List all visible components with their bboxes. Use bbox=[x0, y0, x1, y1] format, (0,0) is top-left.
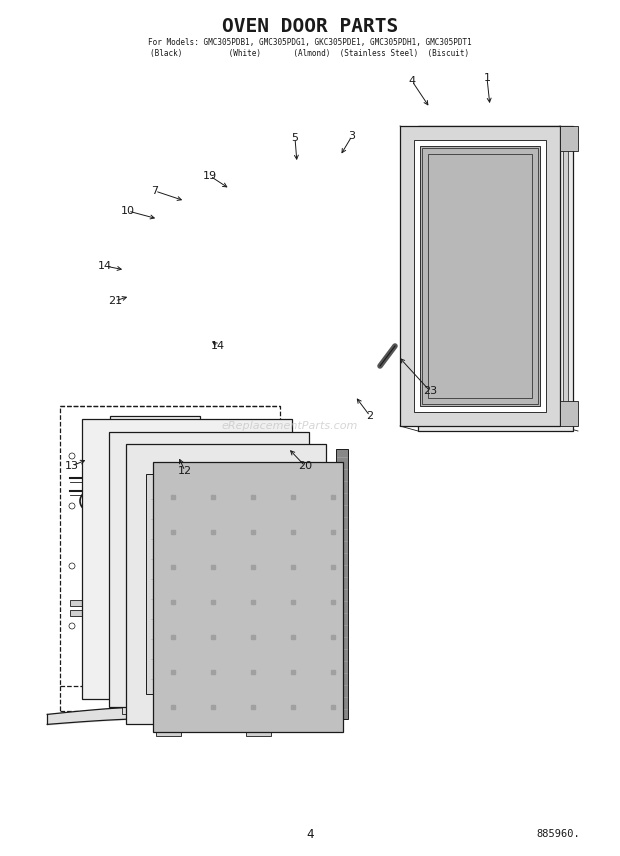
Polygon shape bbox=[202, 698, 222, 714]
Text: For Models: GMC305PDB1, GMC305PDG1, GKC305PDE1, GMC305PDH1, GMC305PDT1: For Models: GMC305PDB1, GMC305PDG1, GKC3… bbox=[148, 38, 472, 46]
Text: 12: 12 bbox=[178, 466, 192, 476]
Circle shape bbox=[69, 563, 75, 569]
Polygon shape bbox=[146, 474, 306, 694]
Polygon shape bbox=[154, 706, 179, 720]
Bar bbox=[414, 140, 546, 412]
Text: 20: 20 bbox=[298, 461, 312, 471]
Polygon shape bbox=[234, 706, 259, 720]
Polygon shape bbox=[82, 419, 292, 698]
Text: 19: 19 bbox=[203, 171, 217, 181]
Text: 885960.: 885960. bbox=[536, 829, 580, 839]
Text: 14: 14 bbox=[98, 261, 112, 271]
Circle shape bbox=[69, 503, 75, 509]
Text: 3: 3 bbox=[348, 131, 355, 141]
Bar bbox=[560, 401, 578, 426]
Circle shape bbox=[69, 623, 75, 629]
Text: 4: 4 bbox=[409, 76, 415, 86]
Polygon shape bbox=[109, 431, 309, 706]
Bar bbox=[428, 154, 532, 398]
Circle shape bbox=[69, 453, 75, 459]
Polygon shape bbox=[110, 416, 200, 671]
Bar bbox=[420, 146, 540, 406]
Text: (Black)          (White)       (Almond)  (Stainless Steel)  (Biscuit): (Black) (White) (Almond) (Stainless Stee… bbox=[151, 49, 469, 57]
Polygon shape bbox=[122, 698, 142, 714]
Text: 4: 4 bbox=[306, 828, 314, 841]
Bar bbox=[446, 154, 545, 403]
Polygon shape bbox=[126, 444, 326, 724]
Text: 5: 5 bbox=[291, 133, 298, 143]
Text: 7: 7 bbox=[151, 186, 159, 196]
Text: 21: 21 bbox=[108, 296, 122, 306]
Text: OVEN DOOR PARTS: OVEN DOOR PARTS bbox=[222, 16, 398, 35]
Polygon shape bbox=[70, 600, 210, 606]
Text: 13: 13 bbox=[65, 461, 79, 471]
Text: 23: 23 bbox=[423, 386, 437, 396]
Text: 10: 10 bbox=[121, 206, 135, 216]
Bar bbox=[437, 145, 554, 412]
Polygon shape bbox=[153, 462, 343, 732]
Bar bbox=[560, 126, 578, 151]
Polygon shape bbox=[70, 610, 210, 616]
Polygon shape bbox=[336, 449, 348, 719]
Bar bbox=[422, 148, 538, 404]
Text: eReplacementParts.com: eReplacementParts.com bbox=[222, 421, 358, 431]
Bar bbox=[432, 140, 559, 417]
Polygon shape bbox=[156, 724, 181, 736]
Bar bbox=[400, 126, 560, 426]
Polygon shape bbox=[246, 724, 271, 736]
Text: 2: 2 bbox=[366, 411, 374, 421]
Polygon shape bbox=[324, 555, 326, 654]
Text: 14: 14 bbox=[211, 341, 225, 351]
Bar bbox=[563, 151, 568, 401]
Text: 1: 1 bbox=[484, 73, 490, 83]
Bar bbox=[418, 126, 573, 431]
